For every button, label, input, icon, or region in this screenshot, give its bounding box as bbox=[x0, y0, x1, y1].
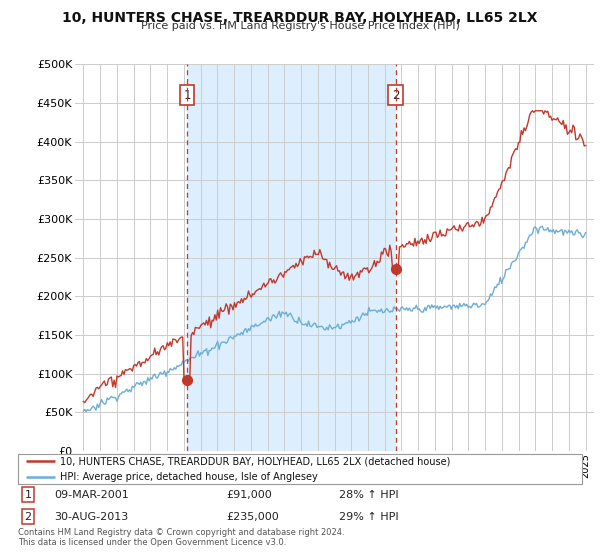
Text: 2: 2 bbox=[25, 512, 32, 522]
Text: HPI: Average price, detached house, Isle of Anglesey: HPI: Average price, detached house, Isle… bbox=[60, 472, 318, 482]
Text: 29% ↑ HPI: 29% ↑ HPI bbox=[340, 512, 399, 522]
Text: Price paid vs. HM Land Registry's House Price Index (HPI): Price paid vs. HM Land Registry's House … bbox=[140, 21, 460, 31]
Bar bbox=[187, 64, 396, 451]
Text: 10, HUNTERS CHASE, TREARDDUR BAY, HOLYHEAD, LL65 2LX: 10, HUNTERS CHASE, TREARDDUR BAY, HOLYHE… bbox=[62, 11, 538, 25]
Text: 2: 2 bbox=[392, 89, 400, 102]
Text: £91,000: £91,000 bbox=[227, 489, 272, 500]
Text: 09-MAR-2001: 09-MAR-2001 bbox=[55, 489, 130, 500]
Text: 28% ↑ HPI: 28% ↑ HPI bbox=[340, 489, 399, 500]
Text: 10, HUNTERS CHASE, TREARDDUR BAY, HOLYHEAD, LL65 2LX (detached house): 10, HUNTERS CHASE, TREARDDUR BAY, HOLYHE… bbox=[60, 456, 451, 466]
Text: £235,000: £235,000 bbox=[227, 512, 280, 522]
Text: 1: 1 bbox=[25, 489, 32, 500]
Text: Contains HM Land Registry data © Crown copyright and database right 2024.
This d: Contains HM Land Registry data © Crown c… bbox=[18, 528, 344, 547]
Text: 1: 1 bbox=[183, 89, 191, 102]
Text: 30-AUG-2013: 30-AUG-2013 bbox=[55, 512, 129, 522]
